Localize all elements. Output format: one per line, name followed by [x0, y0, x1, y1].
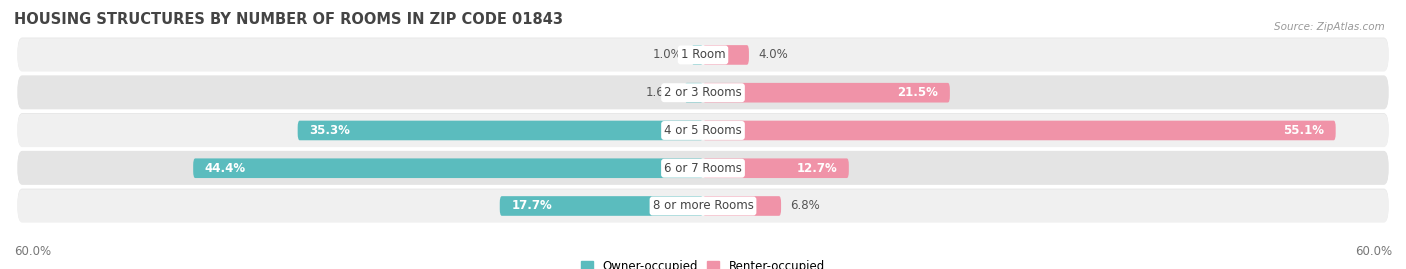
FancyBboxPatch shape — [685, 83, 703, 102]
Legend: Owner-occupied, Renter-occupied: Owner-occupied, Renter-occupied — [576, 255, 830, 269]
Text: 2 or 3 Rooms: 2 or 3 Rooms — [664, 86, 742, 99]
Text: 60.0%: 60.0% — [1355, 245, 1392, 258]
Text: Source: ZipAtlas.com: Source: ZipAtlas.com — [1274, 22, 1385, 31]
Text: HOUSING STRUCTURES BY NUMBER OF ROOMS IN ZIP CODE 01843: HOUSING STRUCTURES BY NUMBER OF ROOMS IN… — [14, 12, 562, 27]
FancyBboxPatch shape — [298, 121, 703, 140]
FancyBboxPatch shape — [17, 75, 1389, 109]
FancyBboxPatch shape — [17, 189, 1389, 223]
FancyBboxPatch shape — [703, 196, 782, 216]
Text: 4 or 5 Rooms: 4 or 5 Rooms — [664, 124, 742, 137]
FancyBboxPatch shape — [193, 158, 703, 178]
Text: 6 or 7 Rooms: 6 or 7 Rooms — [664, 162, 742, 175]
Text: 1 Room: 1 Room — [681, 48, 725, 61]
Text: 17.7%: 17.7% — [512, 200, 553, 213]
Text: 60.0%: 60.0% — [14, 245, 51, 258]
FancyBboxPatch shape — [17, 151, 1389, 184]
FancyBboxPatch shape — [17, 76, 1389, 109]
Text: 35.3%: 35.3% — [309, 124, 350, 137]
Text: 4.0%: 4.0% — [758, 48, 787, 61]
Text: 55.1%: 55.1% — [1284, 124, 1324, 137]
FancyBboxPatch shape — [703, 45, 749, 65]
FancyBboxPatch shape — [17, 38, 1389, 71]
FancyBboxPatch shape — [703, 83, 950, 102]
FancyBboxPatch shape — [17, 189, 1389, 222]
FancyBboxPatch shape — [703, 158, 849, 178]
Text: 12.7%: 12.7% — [797, 162, 838, 175]
Text: 1.6%: 1.6% — [645, 86, 675, 99]
Text: 21.5%: 21.5% — [897, 86, 938, 99]
FancyBboxPatch shape — [703, 121, 1336, 140]
FancyBboxPatch shape — [692, 45, 703, 65]
FancyBboxPatch shape — [499, 196, 703, 216]
Text: 44.4%: 44.4% — [205, 162, 246, 175]
Text: 1.0%: 1.0% — [652, 48, 682, 61]
FancyBboxPatch shape — [17, 152, 1389, 185]
FancyBboxPatch shape — [17, 38, 1389, 72]
FancyBboxPatch shape — [17, 113, 1389, 146]
FancyBboxPatch shape — [17, 114, 1389, 147]
Text: 6.8%: 6.8% — [790, 200, 820, 213]
Text: 8 or more Rooms: 8 or more Rooms — [652, 200, 754, 213]
